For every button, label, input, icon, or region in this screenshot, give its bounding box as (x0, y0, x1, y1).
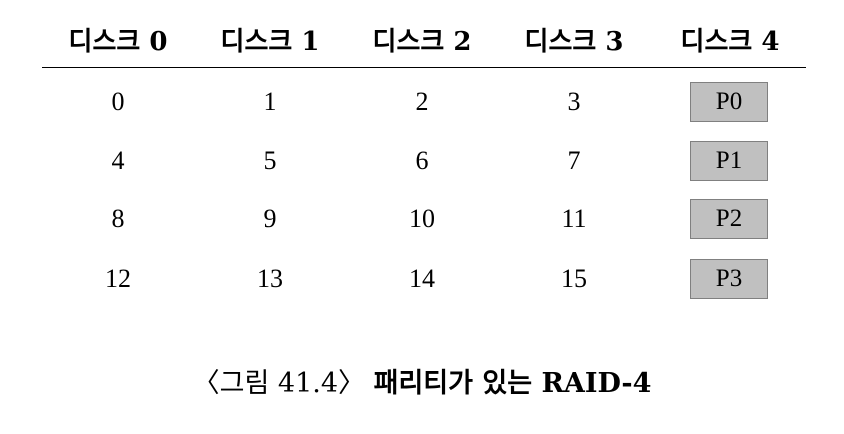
disk-header-0: 디스크 0 (68, 27, 168, 57)
parity-block: P1 (690, 141, 768, 181)
stripe-row-3: 12 13 14 15 P3 (42, 257, 806, 301)
stripe-row-1: 4 5 6 7 P1 (42, 139, 806, 183)
block-cell: 3 (567, 87, 581, 116)
header-divider (42, 67, 806, 68)
block-cell: 1 (263, 87, 277, 116)
block-cell: 7 (567, 146, 581, 175)
parity-block: P3 (690, 259, 768, 299)
block-cell: 15 (561, 264, 587, 293)
block-cell: 10 (409, 204, 435, 233)
figure-title: 패리티가 있는 RAID-4 (373, 368, 652, 399)
block-cell: 2 (415, 87, 429, 116)
stripe-row-0: 0 1 2 3 P0 (42, 80, 806, 124)
block-cell: 14 (409, 264, 435, 293)
block-cell: 8 (111, 204, 125, 233)
figure-number: 〈그림 41.4〉 (192, 368, 366, 399)
disk-header-1: 디스크 1 (220, 27, 320, 57)
disk-header-row: 디스크 0 디스크 1 디스크 2 디스크 3 디스크 4 (42, 22, 806, 62)
figure-caption: 〈그림 41.4〉 패리티가 있는 RAID-4 (0, 364, 844, 404)
block-cell: 5 (263, 146, 277, 175)
disk-header-4: 디스크 4 (680, 27, 780, 57)
block-cell: 9 (263, 204, 277, 233)
disk-header-2: 디스크 2 (372, 27, 472, 57)
parity-block: P0 (690, 82, 768, 122)
block-cell: 4 (111, 146, 125, 175)
block-cell: 12 (105, 264, 131, 293)
block-cell: 6 (415, 146, 429, 175)
block-cell: 0 (111, 87, 125, 116)
stripe-row-2: 8 9 10 11 P2 (42, 197, 806, 241)
parity-block: P2 (690, 199, 768, 239)
block-cell: 11 (561, 204, 587, 233)
block-cell: 13 (257, 264, 283, 293)
disk-header-3: 디스크 3 (524, 27, 624, 57)
